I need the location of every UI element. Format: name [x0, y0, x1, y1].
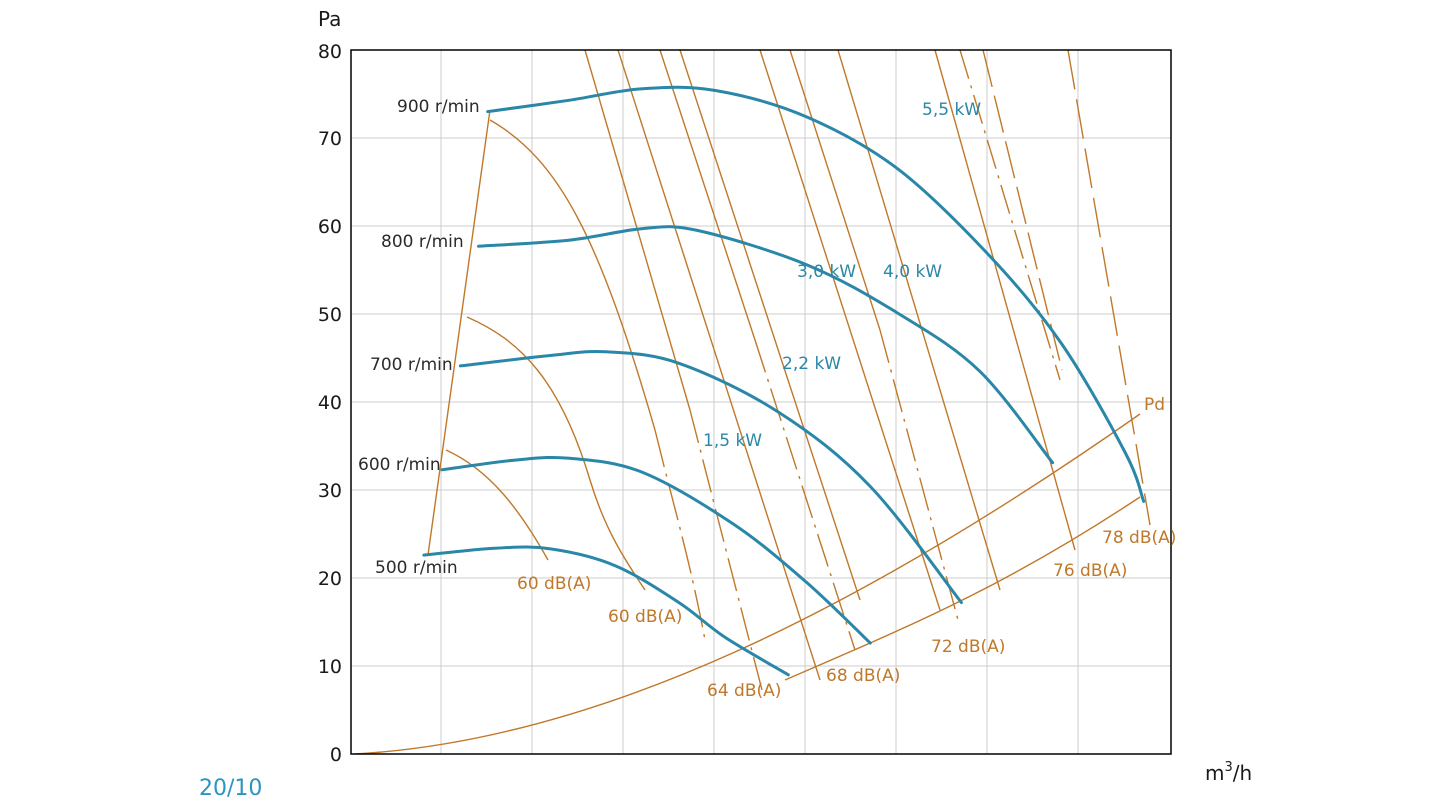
rpm-label-600: 600 r/min	[358, 455, 441, 475]
sound-line-e	[759, 50, 941, 611]
sound-label-6: 76 dB(A)	[1053, 561, 1127, 581]
operating-boundary-line	[427, 109, 491, 556]
fan-curve-500	[422, 545, 790, 677]
sound-curve-1	[489, 119, 656, 431]
y-tick-60: 60	[318, 216, 342, 238]
sound-label-5: 72 dB(A)	[931, 637, 1005, 657]
sound-curve-1-dashed	[654, 429, 706, 641]
rpm-labels: 500 r/min 600 r/min 700 r/min 800 r/min …	[358, 97, 480, 578]
x-axis-label: m3/h	[1205, 760, 1252, 785]
rpm-label-500: 500 r/min	[375, 558, 458, 578]
fan-curves	[422, 85, 1146, 677]
y-tick-30: 30	[318, 480, 342, 502]
power-label-4-0: 4,0 kW	[883, 262, 942, 282]
rpm-label-800: 800 r/min	[381, 232, 464, 252]
sound-line-h-dashed	[959, 50, 1061, 381]
sound-curve-2	[466, 316, 646, 591]
fan-curve-800	[477, 225, 1055, 465]
sound-line-a-dashed	[689, 409, 763, 691]
pd-label: Pd	[1144, 395, 1165, 415]
sound-labels: Pd 60 dB(A) 60 dB(A) 64 dB(A) 68 dB(A) 7…	[517, 395, 1176, 701]
sound-label-2: 60 dB(A)	[608, 607, 682, 627]
sound-line-f	[789, 50, 881, 331]
rpm-label-900: 900 r/min	[397, 97, 480, 117]
sound-line-h	[934, 50, 1076, 551]
sound-label-4: 68 dB(A)	[826, 666, 900, 686]
overlay-lines	[354, 50, 1151, 754]
sound-line-b	[617, 50, 821, 681]
y-tick-80: 80	[318, 41, 342, 63]
power-labels: 1,5 kW 2,2 kW 3,0 kW 4,0 kW 5,5 kW	[703, 100, 981, 451]
rpm-label-700: 700 r/min	[370, 355, 453, 375]
sound-curve-3	[445, 449, 549, 561]
y-tick-50: 50	[318, 304, 342, 326]
y-tick-10: 10	[318, 656, 342, 678]
y-tick-40: 40	[318, 392, 342, 414]
sound-line-f-dashed	[879, 329, 959, 621]
sound-label-3: 64 dB(A)	[707, 681, 781, 701]
lower-envelope-curve	[784, 496, 1141, 681]
fan-curve-900	[486, 85, 1146, 503]
sound-label-7: 78 dB(A)	[1102, 528, 1176, 548]
fan-curve-700	[458, 349, 963, 605]
sound-line-g	[837, 50, 1001, 591]
sound-line-d	[679, 50, 861, 601]
sound-line-c-dashed	[754, 339, 856, 651]
y-tick-70: 70	[318, 128, 342, 150]
y-tick-0: 0	[330, 744, 342, 766]
power-label-3-0: 3,0 kW	[797, 262, 856, 282]
sound-line-c	[659, 50, 756, 341]
sound-label-1: 60 dB(A)	[517, 574, 591, 594]
power-label-2-2: 2,2 kW	[782, 354, 841, 374]
power-label-5-5: 5,5 kW	[922, 100, 981, 120]
y-axis-label: Pa	[318, 7, 341, 31]
power-label-1-5: 1,5 kW	[703, 431, 762, 451]
pd-curve	[354, 413, 1141, 754]
plot-frame	[350, 49, 1172, 755]
y-tick-20: 20	[318, 568, 342, 590]
y-axis-ticks: 0 10 20 30 40 50 60 70 80	[318, 41, 342, 766]
sound-line-j	[982, 50, 1063, 371]
sound-line-i	[1067, 50, 1151, 526]
fan-curve-600	[440, 455, 872, 645]
figure-code: 20/10	[199, 776, 262, 801]
